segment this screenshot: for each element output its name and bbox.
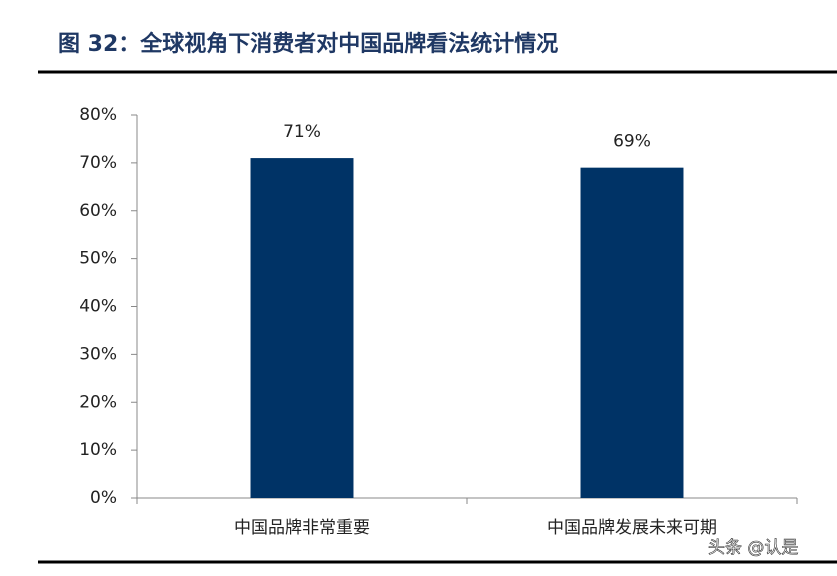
y-tick-label: 10% xyxy=(79,440,117,460)
y-tick-label: 0% xyxy=(90,488,117,508)
x-tick-label: 中国品牌非常重要 xyxy=(234,518,370,538)
y-tick-label: 20% xyxy=(79,392,117,412)
value-label: 71% xyxy=(283,122,321,142)
x-tick-label: 中国品牌发展未来可期 xyxy=(547,518,717,538)
value-label: 69% xyxy=(613,132,651,152)
bar xyxy=(250,158,354,498)
y-tick-label: 70% xyxy=(79,153,117,173)
bar xyxy=(580,167,684,498)
watermark: 头条 @认是 xyxy=(708,538,798,558)
y-tick-label: 40% xyxy=(79,297,117,317)
y-tick-label: 60% xyxy=(79,201,117,221)
y-tick-label: 30% xyxy=(79,344,117,364)
chart-title: 图 32：全球视角下消费者对中国品牌看法统计情况 xyxy=(58,31,558,57)
y-tick-label: 80% xyxy=(79,105,117,125)
y-tick-label: 50% xyxy=(79,249,117,269)
